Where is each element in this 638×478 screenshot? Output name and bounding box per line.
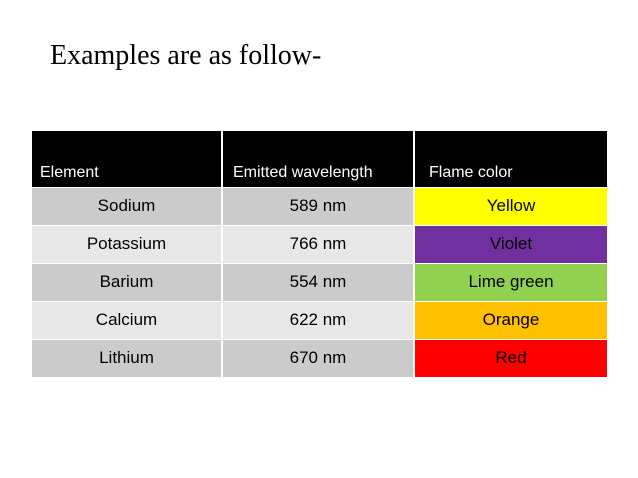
- table-row: Calcium 622 nm Orange: [32, 300, 607, 339]
- flame-color-cell: Orange: [414, 300, 607, 339]
- wavelength-cell: 622 nm: [222, 300, 415, 339]
- table-row: Potassium 766 nm Violet: [32, 224, 607, 263]
- table-row: Barium 554 nm Lime green: [32, 262, 607, 301]
- table-row: Sodium 589 nm Yellow: [32, 186, 607, 225]
- flame-color-table: Element Emitted wavelength Flame color S…: [32, 131, 607, 377]
- wavelength-cell: 589 nm: [222, 186, 415, 225]
- element-cell: Sodium: [32, 186, 223, 225]
- flame-color-cell: Red: [414, 338, 607, 377]
- wavelength-cell: 554 nm: [222, 262, 415, 301]
- element-cell: Lithium: [32, 338, 223, 377]
- flame-color-cell: Yellow: [414, 186, 607, 225]
- element-cell: Potassium: [32, 224, 223, 263]
- element-cell: Calcium: [32, 300, 223, 339]
- table-header-row: Element Emitted wavelength Flame color: [32, 131, 607, 187]
- header-element: Element: [32, 131, 223, 187]
- table-row: Lithium 670 nm Red: [32, 338, 607, 377]
- header-flame-color: Flame color: [414, 131, 607, 187]
- flame-color-cell: Violet: [414, 224, 607, 263]
- slide-title: Examples are as follow-: [50, 40, 322, 71]
- wavelength-cell: 766 nm: [222, 224, 415, 263]
- element-cell: Barium: [32, 262, 223, 301]
- flame-color-cell: Lime green: [414, 262, 607, 301]
- wavelength-cell: 670 nm: [222, 338, 415, 377]
- header-emitted-wavelength: Emitted wavelength: [222, 131, 415, 187]
